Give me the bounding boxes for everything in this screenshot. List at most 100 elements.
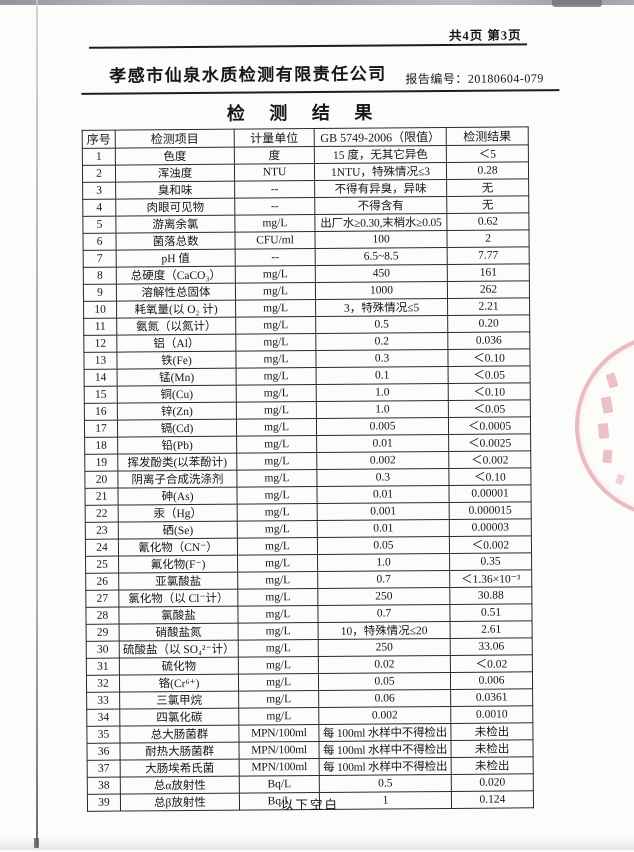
cell-unit: -- <box>235 248 316 267</box>
cell-limit: 1.0 <box>317 553 450 572</box>
cell-result: 0.00003 <box>449 518 532 537</box>
cell-item: 总大肠菌群 <box>119 725 239 744</box>
page-title: 检 测 结 果 <box>226 102 383 124</box>
cell-limit: 每 100ml 水样中不得检出 <box>319 757 452 776</box>
cell-limit: 0.3 <box>316 468 449 487</box>
cell-result: 7.77 <box>447 246 530 265</box>
cell-no: 29 <box>86 624 120 642</box>
cell-no: 1 <box>82 148 116 166</box>
cell-result: 161 <box>447 263 530 282</box>
cell-unit: mg/L <box>237 588 318 607</box>
cell-result: 0.036 <box>447 331 530 350</box>
cell-unit: mg/L <box>238 639 319 658</box>
cell-no: 6 <box>82 233 117 251</box>
cell-unit: mg/L <box>236 486 318 505</box>
cell-no: 10 <box>83 301 117 319</box>
cell-no: 26 <box>85 573 119 591</box>
cell-item: 三氯甲烷 <box>119 691 239 710</box>
cell-no: 33 <box>86 692 120 710</box>
scan-bottom-shadow <box>0 836 634 850</box>
cell-unit: mg/L <box>237 605 319 624</box>
scan-top-edge-shadow <box>0 0 634 5</box>
header-rule-top <box>89 43 528 49</box>
cell-unit: mg/L <box>238 656 319 675</box>
cell-item: 氨氮（以氮计） <box>116 317 236 336</box>
cell-no: 35 <box>86 726 120 744</box>
cell-limit: 0.05 <box>318 672 451 691</box>
cell-result: 未检出 <box>450 722 533 741</box>
cell-limit: 不得有异臭，异味 <box>314 179 447 198</box>
cell-item: 肉眼可见物 <box>115 198 235 217</box>
company-name: 孝感市仙泉水质检测有限责任公司 <box>109 64 387 86</box>
cell-result: ＜0.02 <box>450 654 533 673</box>
cell-no: 25 <box>85 556 119 574</box>
cell-unit: mg/L <box>236 418 317 437</box>
header-cell-item: 检测项目 <box>115 129 235 149</box>
cell-limit: 1.0 <box>316 400 449 419</box>
cell-result: 2 <box>446 229 530 248</box>
cell-item: pH 值 <box>116 249 236 268</box>
cell-limit: 0.7 <box>317 570 450 589</box>
cell-item: 总硬度（CaCO₃） <box>116 266 236 285</box>
cell-item: 四氯化碳 <box>119 708 239 727</box>
cell-unit: -- <box>234 197 315 216</box>
cell-item: 铝（Al） <box>116 334 236 353</box>
results-table: 序号 检测项目 计量单位 GB 5749-2006（限值） 检测结果 1 色度度 1… <box>82 126 534 812</box>
cell-no: 19 <box>84 454 118 472</box>
cell-item: 砷(As) <box>117 487 238 506</box>
cell-item: 镉(Cd) <box>117 419 237 438</box>
cell-unit: CFU/ml <box>234 231 316 250</box>
cell-item: 大肠埃希氏菌 <box>120 759 240 778</box>
cell-unit: NTU <box>234 163 315 182</box>
cell-no: 32 <box>86 675 120 693</box>
cell-result: 0.28 <box>446 161 529 180</box>
cell-unit: MPN/100ml <box>239 758 320 777</box>
cell-limit: 0.05 <box>317 536 450 555</box>
cell-no: 38 <box>87 777 121 795</box>
header-rule-bottom <box>81 89 560 95</box>
results-table-body: 1 色度度 15 度，无其它异色 ＜5 2 浑浊度 NTU 1NTU，特殊情况≤3 0.28 3 臭… <box>82 144 534 812</box>
cell-item: 亚氯酸盐 <box>118 572 238 591</box>
cell-limit: 每 100ml 水样中不得检出 <box>318 723 451 742</box>
cell-item: 铜(Cu) <box>117 385 237 404</box>
cell-limit: 15 度，无其它异色 <box>314 145 447 164</box>
header-cell-limit: GB 5749-2006（限值） <box>314 127 447 147</box>
cell-item: 硫酸盐（以 SO₄²⁻计） <box>119 640 239 659</box>
cell-result: 未检出 <box>451 756 534 775</box>
cell-unit: mg/L <box>236 401 317 420</box>
cell-limit: 0.002 <box>318 706 451 725</box>
cell-limit: 6.5~8.5 <box>315 247 448 266</box>
cell-unit: 度 <box>234 146 315 165</box>
cell-limit: 0.001 <box>317 502 450 521</box>
cell-item: 锰(Mn) <box>117 368 237 387</box>
cell-unit: mg/L <box>238 690 319 709</box>
cell-result: ＜5 <box>446 144 529 163</box>
cell-item: 锌(Zn) <box>117 402 237 421</box>
cell-limit: 0.5 <box>315 315 448 334</box>
cell-unit: mg/L <box>235 265 316 284</box>
cell-limit: 1.0 <box>316 383 449 402</box>
cell-item: 汞（Hg） <box>118 504 238 523</box>
cell-limit: 出厂水≥0.30,末梢水≥0.05 <box>314 213 447 232</box>
cell-item: 氰化物（CN⁻） <box>118 538 238 557</box>
cell-item: 总α放射性 <box>120 776 240 795</box>
cell-item: 硒(Se) <box>118 521 238 540</box>
cell-unit: mg/L <box>238 622 319 641</box>
cell-limit: 0.06 <box>318 689 451 708</box>
cell-result: ＜0.0025 <box>448 433 531 452</box>
cell-result: ＜0.002 <box>449 535 532 554</box>
cell-unit: mg/L <box>235 299 316 318</box>
cell-result: 0.00001 <box>448 484 532 503</box>
cell-result: 0.62 <box>446 212 529 231</box>
cell-result: 0.0361 <box>450 688 533 707</box>
cell-unit: mg/L <box>236 367 317 386</box>
cell-result: 2.61 <box>450 620 533 639</box>
scan-bottom-left-mark <box>34 838 39 848</box>
cell-limit: 250 <box>317 587 450 606</box>
cell-item: 铬(Cr⁶⁺) <box>119 674 239 693</box>
cell-item: 硫化物 <box>119 657 239 676</box>
cell-no: 12 <box>83 335 117 353</box>
cell-result: 0.20 <box>447 314 530 333</box>
cell-no: 14 <box>84 369 118 387</box>
cell-limit: 0.01 <box>317 519 450 538</box>
